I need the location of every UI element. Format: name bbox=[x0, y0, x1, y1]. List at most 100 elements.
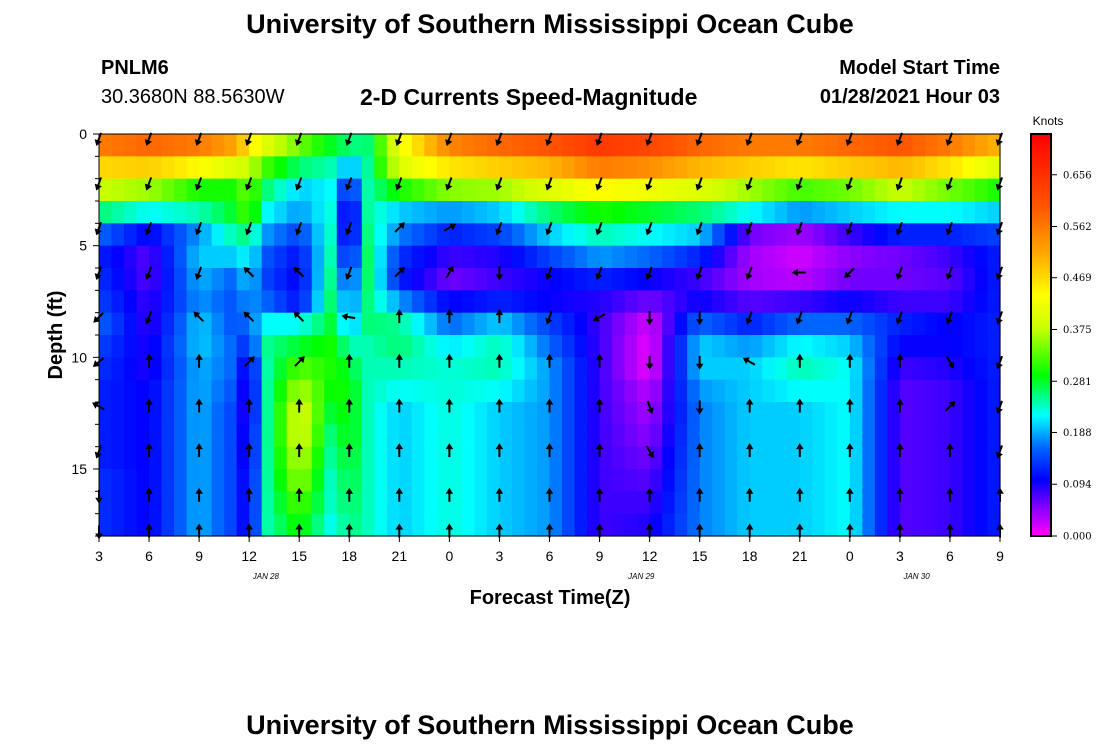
heatmap-cell bbox=[562, 357, 576, 381]
heatmap-cell bbox=[474, 491, 488, 515]
heatmap-cell bbox=[336, 379, 350, 403]
current-arrow bbox=[695, 355, 704, 370]
colorbar-tick-label: 0.469 bbox=[1063, 273, 1092, 284]
heatmap-cell bbox=[874, 156, 888, 180]
heatmap-cell bbox=[274, 312, 288, 336]
heatmap-cell bbox=[174, 424, 188, 448]
heatmap-cell bbox=[99, 178, 113, 202]
current-arrow bbox=[845, 311, 853, 325]
heatmap-cell bbox=[662, 223, 676, 247]
heatmap-cell bbox=[511, 290, 526, 314]
heatmap-cell bbox=[774, 312, 788, 336]
heatmap-cell bbox=[536, 513, 551, 537]
heatmap-cell bbox=[837, 446, 851, 470]
heatmap-cell bbox=[299, 402, 313, 425]
heatmap-cell bbox=[562, 469, 576, 492]
current-arrow bbox=[745, 177, 753, 191]
heatmap-cell bbox=[799, 312, 813, 336]
heatmap-cell bbox=[762, 245, 776, 269]
heatmap-cell bbox=[474, 134, 488, 157]
heatmap-cell bbox=[812, 357, 826, 381]
heatmap-cell bbox=[336, 513, 350, 537]
heatmap-cell bbox=[899, 312, 913, 336]
current-arrow bbox=[394, 222, 405, 233]
heatmap-cell bbox=[336, 491, 350, 515]
heatmap-cell bbox=[249, 290, 263, 314]
heatmap-cell bbox=[174, 134, 188, 157]
heatmap-cell bbox=[361, 335, 375, 358]
current-arrow bbox=[846, 443, 854, 458]
current-arrow bbox=[695, 400, 704, 415]
heatmap-cell bbox=[687, 245, 701, 269]
heatmap-cell bbox=[687, 223, 701, 247]
heatmap-cell bbox=[749, 357, 763, 381]
heatmap-cell bbox=[549, 178, 563, 202]
heatmap-cell bbox=[174, 290, 188, 314]
heatmap-cell bbox=[161, 156, 175, 180]
heatmap-cell bbox=[712, 134, 726, 157]
heatmap-cell bbox=[812, 178, 826, 202]
heatmap-cell bbox=[862, 335, 876, 358]
heatmap-cell bbox=[949, 469, 964, 492]
heatmap-cell bbox=[687, 134, 701, 157]
heatmap-cell bbox=[674, 312, 688, 336]
heatmap-cell bbox=[161, 290, 175, 314]
page-title-bottom: University of Southern Mississippi Ocean… bbox=[246, 710, 854, 740]
heatmap-cell bbox=[124, 357, 138, 381]
heatmap-cell bbox=[812, 290, 826, 314]
heatmap-cell bbox=[386, 491, 400, 515]
heatmap-cell bbox=[249, 402, 263, 425]
heatmap-cell bbox=[762, 156, 776, 180]
heatmap-cell bbox=[687, 402, 701, 425]
x-tick-label: 6 bbox=[946, 548, 954, 564]
heatmap-cell bbox=[499, 424, 513, 448]
heatmap-cell bbox=[486, 245, 501, 269]
heatmap-cell bbox=[424, 245, 438, 269]
heatmap-cell bbox=[124, 491, 138, 515]
heatmap-cell bbox=[336, 402, 350, 425]
heatmap-cell bbox=[161, 268, 175, 291]
heatmap-cell bbox=[937, 134, 951, 157]
heatmap-cell bbox=[136, 513, 150, 537]
heatmap-cell bbox=[549, 513, 563, 537]
heatmap-cell bbox=[974, 223, 989, 247]
heatmap-cell bbox=[461, 335, 476, 358]
heatmap-cell bbox=[587, 290, 601, 314]
heatmap-cell bbox=[699, 424, 713, 448]
heatmap-cell bbox=[987, 379, 1001, 403]
heatmap-cell bbox=[461, 312, 476, 336]
heatmap-cell bbox=[849, 290, 863, 314]
heatmap-cell bbox=[436, 223, 450, 247]
heatmap-cell bbox=[161, 402, 175, 425]
heatmap-cell bbox=[536, 290, 551, 314]
heatmap-cell bbox=[449, 424, 463, 448]
heatmap-cell bbox=[199, 379, 213, 403]
heatmap-cell bbox=[687, 469, 701, 492]
heatmap-cell bbox=[211, 223, 225, 247]
heatmap-cell bbox=[424, 424, 438, 448]
heatmap-cell bbox=[324, 268, 338, 291]
heatmap-cell bbox=[249, 134, 263, 157]
heatmap-cell bbox=[111, 402, 125, 425]
heatmap-cell bbox=[249, 446, 263, 470]
current-arrow bbox=[345, 266, 353, 281]
heatmap-cell bbox=[461, 268, 476, 291]
heatmap-cell bbox=[324, 357, 338, 381]
currents-heatmap-chart: 0 5 10 15 3 6 9 12 15 18 21 0 3 6 9 12 15 18 21 0 3 6 9 JAN 28… bbox=[45, 114, 1092, 609]
heatmap-cell bbox=[949, 312, 964, 336]
heatmap-cell bbox=[511, 491, 526, 515]
heatmap-cell bbox=[862, 178, 876, 202]
heatmap-cell bbox=[474, 335, 488, 358]
heatmap-cell bbox=[612, 178, 626, 202]
heatmap-cell bbox=[549, 469, 563, 492]
heatmap-cell bbox=[887, 245, 901, 269]
heatmap-cell bbox=[962, 245, 976, 269]
heatmap-cell bbox=[874, 290, 888, 314]
current-arrow bbox=[145, 398, 153, 413]
heatmap-cell bbox=[574, 424, 588, 448]
heatmap-cell bbox=[486, 513, 501, 537]
heatmap-cell bbox=[349, 268, 363, 291]
heatmap-cell bbox=[436, 290, 450, 314]
heatmap-cell bbox=[649, 357, 663, 381]
heatmap-cell bbox=[499, 178, 513, 202]
